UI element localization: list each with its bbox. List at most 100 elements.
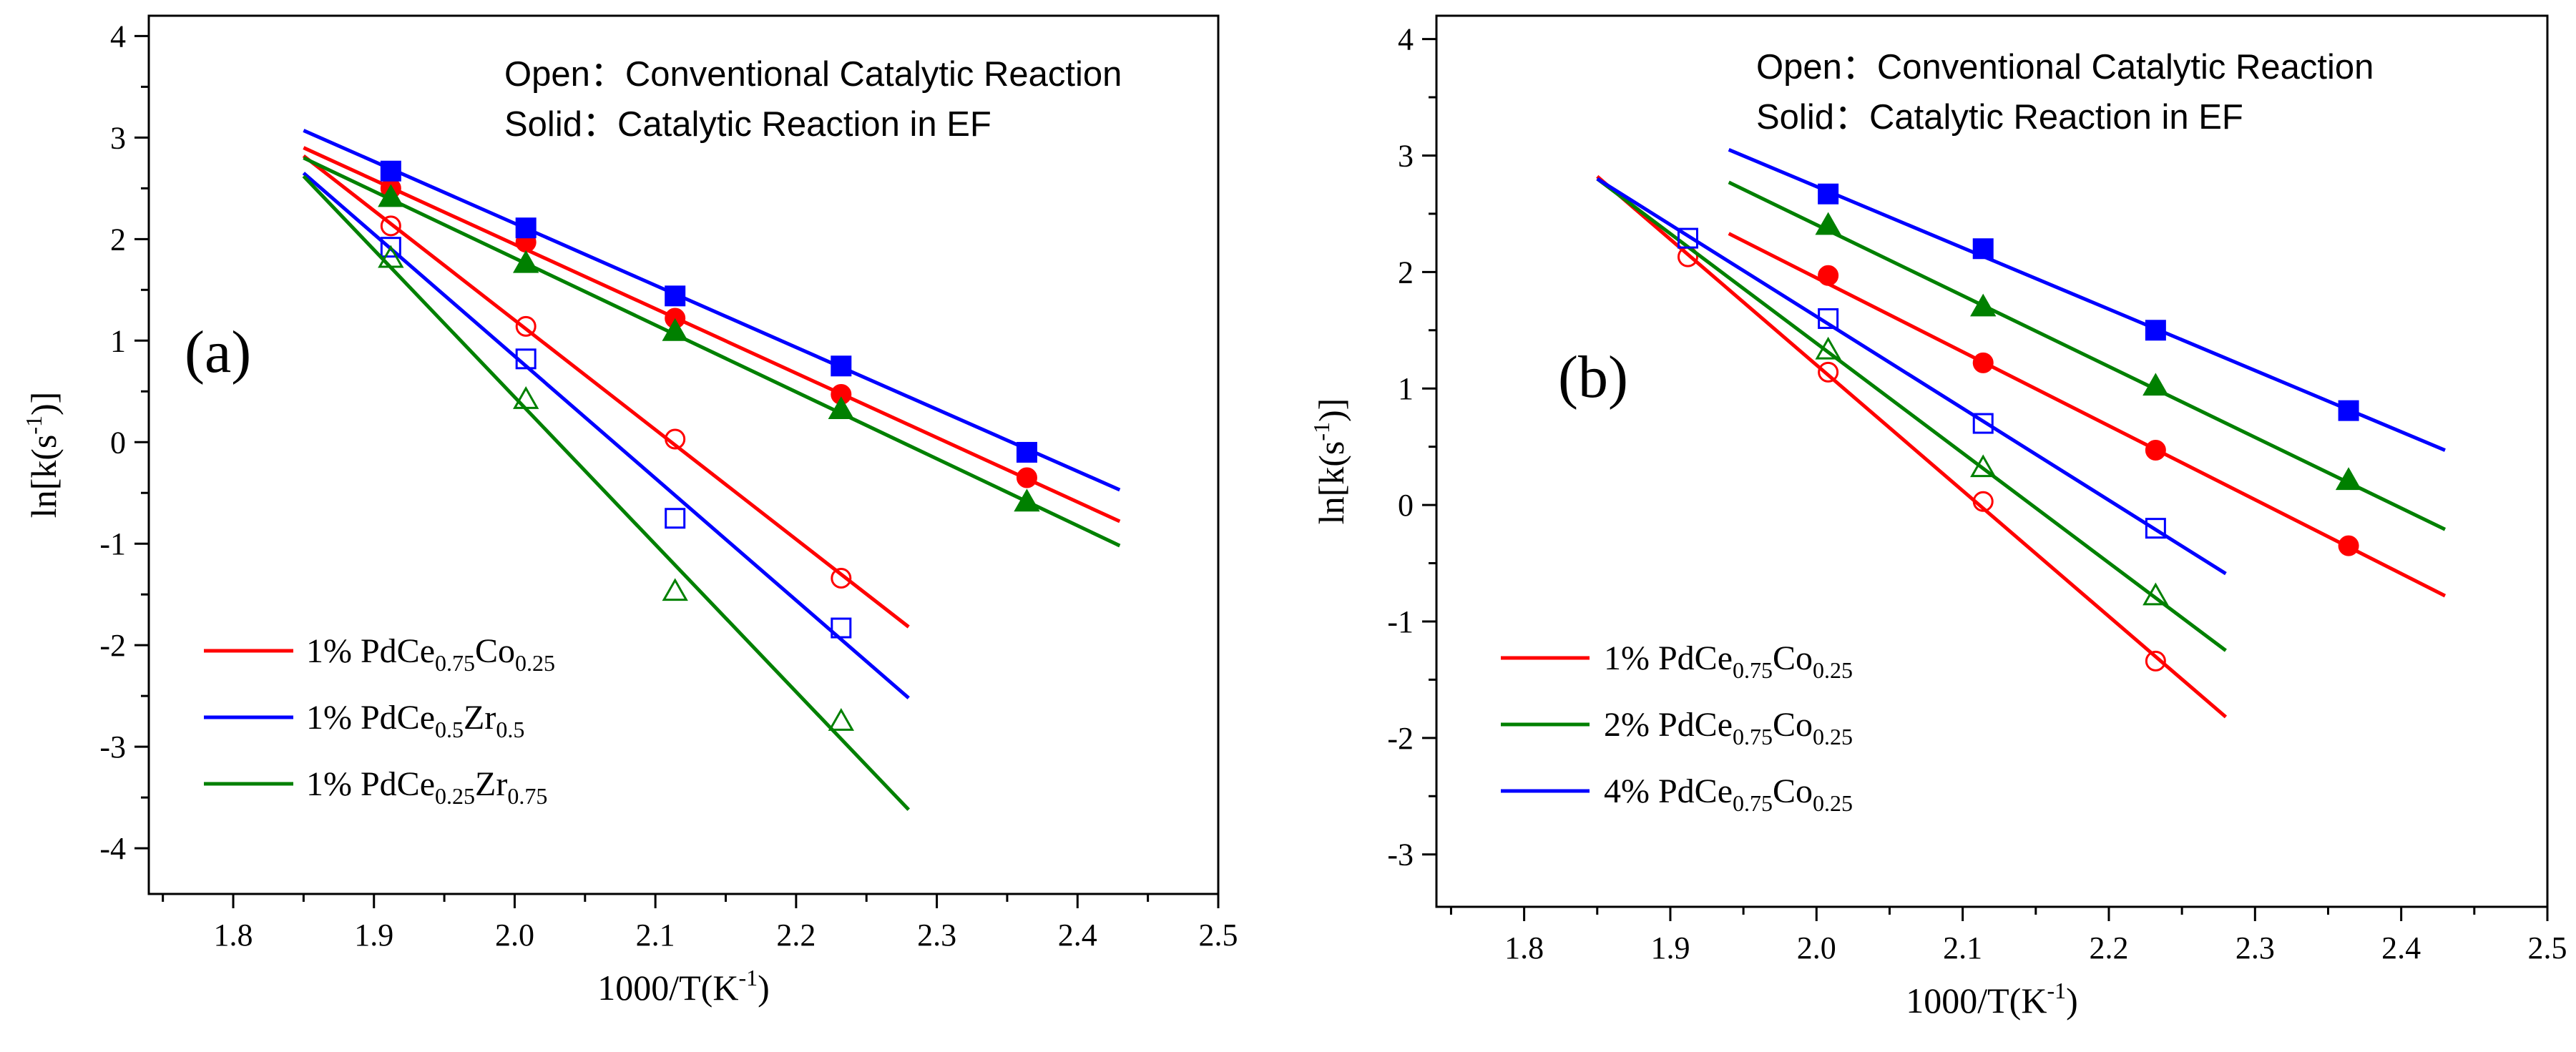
panel-a-series-1-solid-point [515,217,537,239]
panel-a-series-2-solid-fit-line [303,156,1121,548]
panel-b-series-0-solid-fit-line [1728,232,2447,598]
panel-b-x-tick-label: 1.9 [1650,930,1690,965]
legend-prefix: 1% PdCe [306,699,435,737]
panel-b-series-2-open-point [1818,308,1839,329]
panel-a-x-tick-label: 1.8 [214,918,253,953]
legend-mid: Co [1773,772,1813,810]
x-axis-title-sup: -1 [2047,978,2066,1003]
panel-a-x-tick-label: 2.5 [1199,918,1238,953]
panel-a-series-2-solid-point [828,396,855,420]
panel-b-x-tick-label: 2.5 [2528,930,2567,965]
panel-b-y-tick-label: 2 [1398,255,1414,290]
panel-b-series-2-solid-point [2145,320,2166,341]
panel-a-series-0-open-point [515,315,537,337]
panel-b-series-0-solid-point [2338,535,2359,556]
panel-b-series-1-open-fit-line [1596,177,2227,652]
panel-a-series-2-solid-point [512,250,539,273]
panel-b-x-tick-label: 1.8 [1504,930,1544,965]
panel-b-series-0-open-fit-line [1596,174,2228,719]
panel-b-series-1-solid-point [1815,212,1841,235]
panel-a-series-2-solid-point [378,184,404,207]
x-axis-title-close: ) [758,968,770,1008]
panel-a-series-2-open-point [378,245,404,268]
panel-b-annotation: Solid：Catalytic Reaction in EF [1756,98,2243,137]
panel-b-legend-label-2: 4% PdCe0.75Co0.25 [1604,772,1853,816]
panel-b-series-2-open-point [1677,227,1698,249]
panel-b: 1.8 1.9 2.0 2.1 2.2 2.3 2.4 2.5 -3 -2 -1 0 1 2 3 4 1000/… [1308,14,2567,1021]
panel-b-series-2-solid-fit-line [1728,148,2446,452]
panel-b-y-tick-label: 0 [1398,488,1414,523]
panel-a-y-tick-label: -1 [99,526,126,561]
panel-a-panel-label: (a) [185,319,251,385]
panel-b-series-1-solid-fit-line [1728,180,2447,531]
legend-sub-1: 0.5 [435,717,464,742]
legend-sub-1: 0.75 [1733,724,1773,749]
panel-a-series-1-solid-point [665,285,686,307]
legend-prefix: 4% PdCe [1604,772,1733,810]
panel-a-y-tick-label: 2 [110,222,126,257]
legend-sub-1: 0.75 [435,650,475,676]
panel-a-x-tick-label: 2.0 [495,918,534,953]
panel-a-y-tick-label: 1 [110,323,126,358]
legend-mid: Zr [464,699,496,737]
panel-a-x-tick-label: 2.3 [917,918,956,953]
panel-b-y-tick-label: -1 [1387,604,1414,639]
y-axis-title-main: ln[k(s [1311,441,1351,525]
panel-a-x-tick-label: 2.2 [776,918,816,953]
legend-prefix: 1% PdCe [306,632,435,670]
panel-a-series-1-open-point [665,508,686,529]
panel-a-series-1-solid-fit-line [303,129,1121,492]
panel-a-x-axis-title: 1000/T(K-1) [597,965,770,1008]
panel-b-series-1-open-point [1970,454,1997,478]
legend-prefix: 2% PdCe [1604,706,1733,744]
panel-a-series-2-open-point [512,386,539,409]
legend-sub-2: 0.25 [1813,790,1853,816]
panel-b-x-tick-label: 2.2 [2089,930,2128,965]
panel-a-series-2-open-point [828,708,855,731]
panel-b-series-2-open-point [2145,518,2166,539]
panel-b-series-2-solid-point [1818,183,1839,205]
panel-b-y-tick-label: 1 [1398,371,1414,406]
panel-b-annotation: Open：Conventional Catalytic Reaction [1756,48,2374,87]
panel-b-y-tick-label: 3 [1398,138,1414,173]
legend-sub-1: 0.75 [1733,657,1773,683]
panel-b-frame [1435,14,2549,908]
panel-a-legend-label-0: 1% PdCe0.75Co0.25 [306,632,555,676]
panel-b-series-0-open-point [2145,650,2166,672]
panel-b-series-0-open-point [1818,361,1839,383]
legend-prefix: 1% PdCe [306,765,435,803]
panel-b-series-0-solid-point [1972,352,1994,373]
panel-a-series-0-open-fit-line [302,154,910,629]
panel-b-series-1-open-point [1815,336,1841,360]
panel-a-y-tick-label: -2 [99,628,126,663]
legend-sub-2: 0.5 [496,717,524,742]
panel-a-series-1-open-point [515,348,537,370]
panel-b-series-2-open-fit-line [1596,177,2227,576]
panel-a-x-tick-label: 1.9 [354,918,393,953]
panel-a-annotation: Solid：Catalytic Reaction in EF [504,105,991,144]
panel-a-y-tick-label: 4 [110,19,126,54]
y-axis-title-close: )] [24,392,64,416]
panel-a-series-0-solid-fit-line [303,146,1121,523]
panel-b-series-2-solid-point [2338,400,2359,421]
panel-a-series-1-open-point [831,617,852,639]
legend-sub-1: 0.75 [1733,790,1773,816]
panel-a-x-tick-label: 2.4 [1058,918,1097,953]
panel-b-series-0-solid-point [2145,440,2166,461]
panel-a-series-0-open-point [380,215,401,237]
panel-b-x-tick-label: 2.1 [1943,930,1982,965]
panel-a-series-1-solid-point [1016,441,1037,463]
panel-b-series-1-solid-point [2335,467,2362,491]
panel-a-legend-label-2: 1% PdCe0.25Zr0.75 [306,765,547,809]
panel-b-y-tick-label: -3 [1387,837,1414,872]
panel-a-series-0-open-point [831,567,852,589]
panel-a-y-tick-label: 0 [110,425,126,460]
legend-sub-2: 0.25 [1813,657,1853,683]
panel-b-series-1-open-point [2142,582,2169,606]
panel-a: 1.8 1.9 2.0 2.1 2.2 2.3 2.4 2.5 -4 -3 -2 -1 0 1 2 3 4 100… [21,14,1238,1008]
panel-b-x-axis-title: 1000/T(K-1) [1906,978,2078,1021]
legend-sub-1: 0.25 [435,783,475,809]
panel-b-series-2-open-point [1972,413,1994,434]
panel-a-series-2-solid-point [1014,488,1040,512]
